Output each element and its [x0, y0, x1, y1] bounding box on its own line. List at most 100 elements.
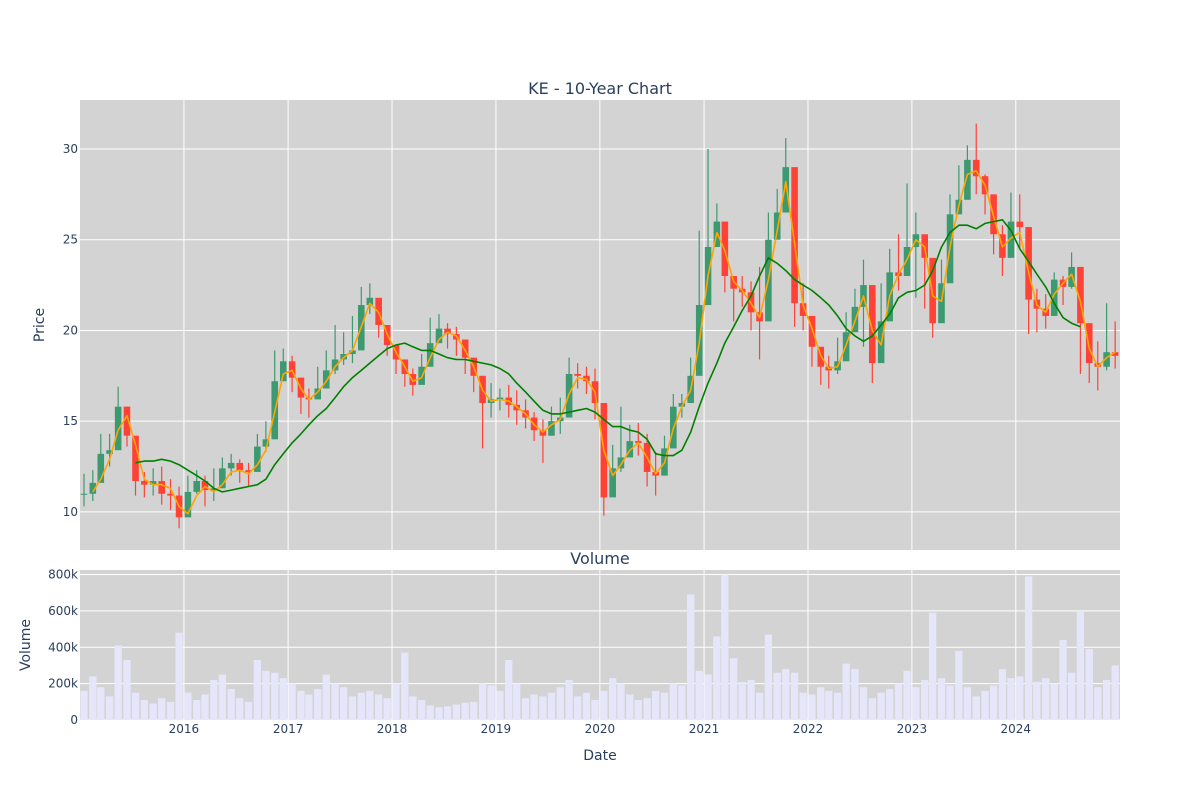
volume-bar: [409, 696, 417, 720]
price-panel[interactable]: 10 15 20 25 30: [63, 100, 1120, 550]
candle-body: [496, 397, 504, 400]
volume-bar: [530, 694, 538, 720]
candlestick: [193, 470, 201, 494]
candle-body: [583, 375, 590, 382]
x-axis-label: Date: [583, 748, 616, 764]
volume-bar: [1007, 678, 1015, 720]
candlestick: [288, 355, 296, 393]
candle-body: [314, 388, 322, 400]
candlestick: [123, 406, 131, 447]
candle-body: [609, 468, 616, 498]
candle-body: [227, 462, 235, 469]
volume-bar: [582, 692, 591, 720]
candlestick: [132, 435, 139, 496]
candlestick: [617, 406, 625, 472]
candlestick: [548, 406, 555, 436]
candlestick: [1085, 323, 1093, 384]
volume-bar: [348, 696, 357, 720]
candlestick: [972, 123, 980, 195]
volume-bar: [868, 698, 876, 720]
volume-bar: [989, 685, 998, 720]
candle-body: [461, 339, 469, 358]
volume-bar: [859, 687, 868, 720]
volume-y-tick-label: 200k: [48, 677, 78, 691]
candlestick: [1077, 266, 1084, 374]
volume-bar: [937, 678, 946, 720]
volume-bar: [314, 689, 322, 720]
volume-bar: [140, 700, 148, 720]
candle-body: [141, 481, 148, 485]
volume-bar: [218, 674, 226, 720]
candlestick: [167, 479, 174, 511]
volume-bar: [539, 696, 547, 720]
volume-bar: [886, 689, 894, 720]
volume-bar: [253, 660, 262, 720]
candlestick: [444, 323, 451, 349]
volume-bar: [297, 690, 305, 720]
volume-bar: [755, 692, 764, 720]
candle-body: [678, 403, 686, 407]
short-moving-average-line: [92, 170, 1116, 515]
volume-bar: [981, 690, 989, 720]
volume-bar: [149, 703, 157, 720]
volume-bar: [210, 680, 218, 720]
volume-bar: [521, 698, 530, 720]
x-tick-label: 2021: [689, 722, 720, 736]
candle-body: [193, 481, 201, 492]
volume-bar: [730, 658, 738, 720]
candlestick: [219, 457, 226, 489]
price-y-tick-label: 25: [63, 233, 78, 247]
volume-bar: [1102, 680, 1111, 720]
volume-bar: [912, 687, 920, 720]
candle-body: [869, 285, 876, 364]
volume-bar: [946, 685, 954, 720]
volume-bar: [305, 694, 313, 720]
volume-bar: [626, 694, 634, 720]
candlestick: [149, 468, 157, 496]
candle-body: [548, 421, 555, 436]
candlestick: [245, 462, 252, 487]
x-tick-label: 2022: [793, 722, 824, 736]
volume-panel[interactable]: 0 200k 400k 600k 800k: [48, 568, 1120, 727]
volume-bar: [574, 696, 582, 720]
volume-bar: [158, 698, 166, 720]
volume-bar: [166, 701, 175, 720]
volume-bar: [366, 690, 374, 720]
candlestick: [184, 475, 192, 518]
volume-bar: [695, 670, 703, 720]
volume-bar: [1024, 576, 1033, 720]
volume-bar: [478, 683, 487, 720]
volume-bar: [955, 650, 963, 720]
volume-bar: [339, 687, 348, 720]
volume-bar: [80, 690, 88, 720]
x-tick-label: 2024: [1001, 722, 1032, 736]
candle-body: [972, 159, 980, 177]
volume-bar: [799, 692, 807, 720]
price-y-tick-label: 15: [63, 414, 78, 428]
candlestick: [366, 283, 374, 315]
candle-body: [219, 468, 226, 489]
volume-axis-label: Volume: [18, 619, 34, 671]
candlestick: [1111, 321, 1119, 369]
candlestick: [435, 314, 443, 344]
candlestick: [158, 466, 166, 505]
volume-bar: [279, 678, 287, 720]
candle-body: [799, 303, 807, 316]
volume-panel-title: Volume: [570, 549, 630, 568]
candle-body: [106, 450, 113, 454]
volume-bar: [591, 700, 599, 720]
candlestick: [539, 419, 547, 463]
volume-bar: [443, 706, 452, 720]
candlestick: [1068, 252, 1075, 289]
candle-body: [791, 167, 798, 304]
volume-bar: [669, 683, 677, 720]
volume-bar: [929, 612, 937, 720]
volume-bar: [435, 707, 443, 720]
volume-bar: [963, 687, 972, 720]
candle-body: [1007, 221, 1015, 258]
volume-bar: [678, 685, 686, 720]
candlestick: [279, 348, 287, 382]
volume-bar: [609, 678, 617, 720]
volume-bar: [600, 690, 608, 720]
volume-bar: [643, 698, 651, 720]
